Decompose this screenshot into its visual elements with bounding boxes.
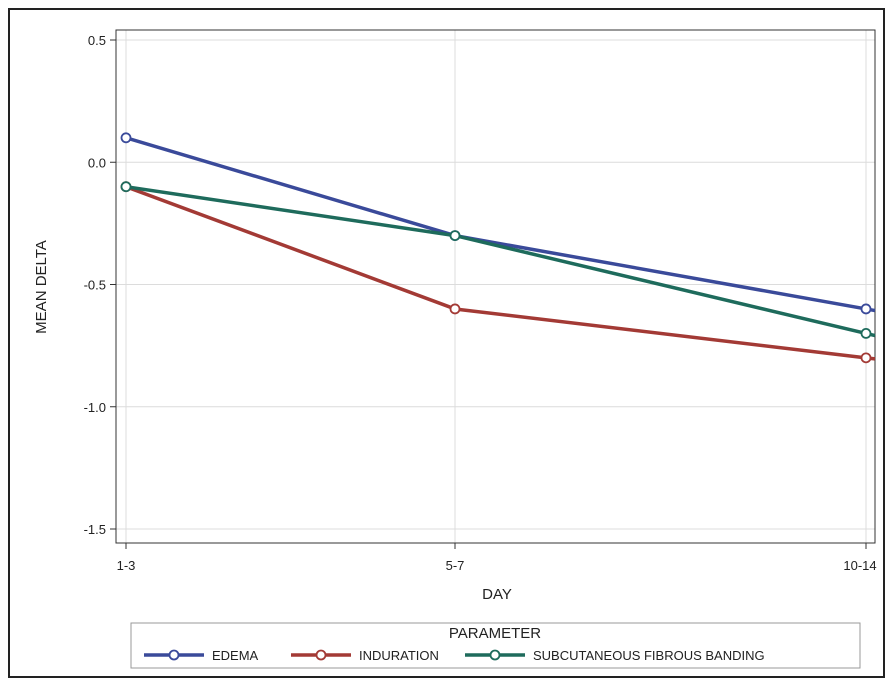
x-tick-label: 1-3: [117, 558, 136, 573]
data-point: [860, 352, 872, 364]
axes: [115, 29, 876, 544]
series-group: [120, 132, 876, 364]
legend-item: EDEMA: [144, 648, 259, 663]
y-tick-label: 0.5: [88, 33, 106, 48]
x-axis-ticks: 1-3 5-7 10-14: [117, 543, 877, 573]
series-edema: [120, 132, 876, 315]
y-axis-title: MEAN DELTA: [33, 240, 50, 334]
y-tick-label: -1.5: [84, 522, 106, 537]
legend-marker: [489, 649, 501, 661]
legend-item: SUBCUTANEOUS FIBROUS BANDING: [465, 648, 765, 663]
x-tick-label: 5-7: [446, 558, 465, 573]
legend-marker: [168, 649, 180, 661]
legend: PARAMETER EDEMA INDURATION SUBCUTANEOUS FI…: [130, 622, 861, 669]
legend-items: EDEMA INDURATION SUBCUTANEOUS FIBROUS BAND…: [144, 648, 765, 663]
data-point: [860, 327, 872, 339]
x-tick-label: 10-14: [843, 558, 876, 573]
series-induration: [120, 181, 876, 364]
y-tick-label: -0.5: [84, 278, 106, 293]
legend-label: INDURATION: [359, 648, 439, 663]
series-line: [125, 185, 876, 361]
legend-title: PARAMETER: [449, 625, 541, 642]
legend-marker: [315, 649, 327, 661]
legend-label: SUBCUTANEOUS FIBROUS BANDING: [533, 648, 765, 663]
data-point: [120, 181, 132, 193]
data-point: [449, 303, 461, 315]
data-point: [120, 132, 132, 144]
y-tick-label: -1.0: [84, 400, 106, 415]
grid: [116, 30, 875, 543]
y-axis-ticks: 0.5 0.0 -0.5 -1.0 -1.5: [84, 33, 116, 537]
x-axis-title: DAY: [482, 586, 512, 603]
legend-item: INDURATION: [291, 648, 439, 663]
y-tick-label: 0.0: [88, 155, 106, 170]
data-point: [860, 303, 872, 315]
legend-box: [130, 622, 861, 669]
legend-label: EDEMA: [212, 648, 259, 663]
data-point: [449, 230, 461, 242]
plot-area: [115, 29, 876, 544]
series-subcutaneous-fibrous-banding: [120, 181, 876, 339]
